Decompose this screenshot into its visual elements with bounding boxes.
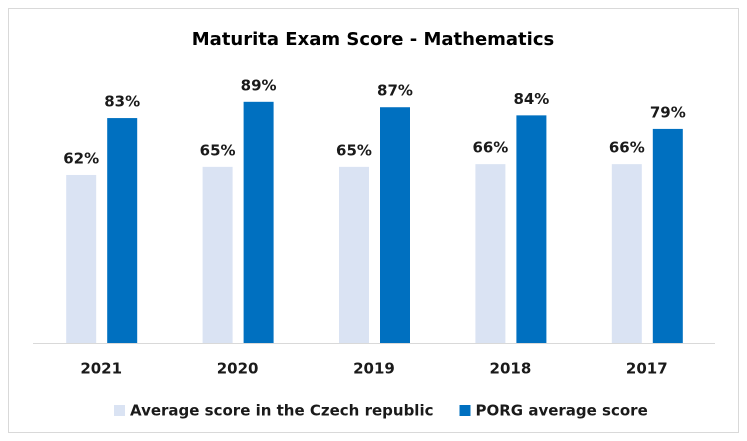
bar (243, 101, 274, 343)
data-label: 62% (63, 149, 99, 167)
chart-title: Maturita Exam Score - Mathematics (192, 29, 554, 50)
bar (66, 174, 97, 343)
x-tick-label: 2017 (626, 360, 668, 378)
bar (652, 128, 683, 343)
legend-label: Average score in the Czech republic (130, 402, 434, 420)
bar (380, 107, 410, 343)
bar (202, 166, 233, 343)
x-tick-label: 2018 (490, 360, 532, 378)
data-label: 87% (377, 82, 413, 100)
legend-swatch (459, 405, 471, 416)
bar (475, 164, 506, 343)
x-tick-label: 2021 (80, 360, 122, 378)
bar (339, 166, 369, 343)
data-label: 89% (241, 76, 277, 94)
data-label: 84% (513, 90, 549, 108)
data-label: 83% (104, 93, 140, 111)
x-tick-label: 2019 (353, 360, 395, 378)
data-label: 65% (200, 141, 236, 159)
bar (611, 164, 642, 343)
bar (516, 115, 547, 343)
data-label: 65% (336, 141, 372, 159)
legend-swatch (114, 405, 125, 416)
data-label: 79% (650, 103, 686, 121)
bar (107, 118, 138, 343)
data-label: 66% (472, 139, 508, 157)
legend-label: PORG average score (476, 402, 648, 420)
data-label: 66% (609, 139, 645, 157)
x-tick-label: 2020 (217, 360, 259, 378)
